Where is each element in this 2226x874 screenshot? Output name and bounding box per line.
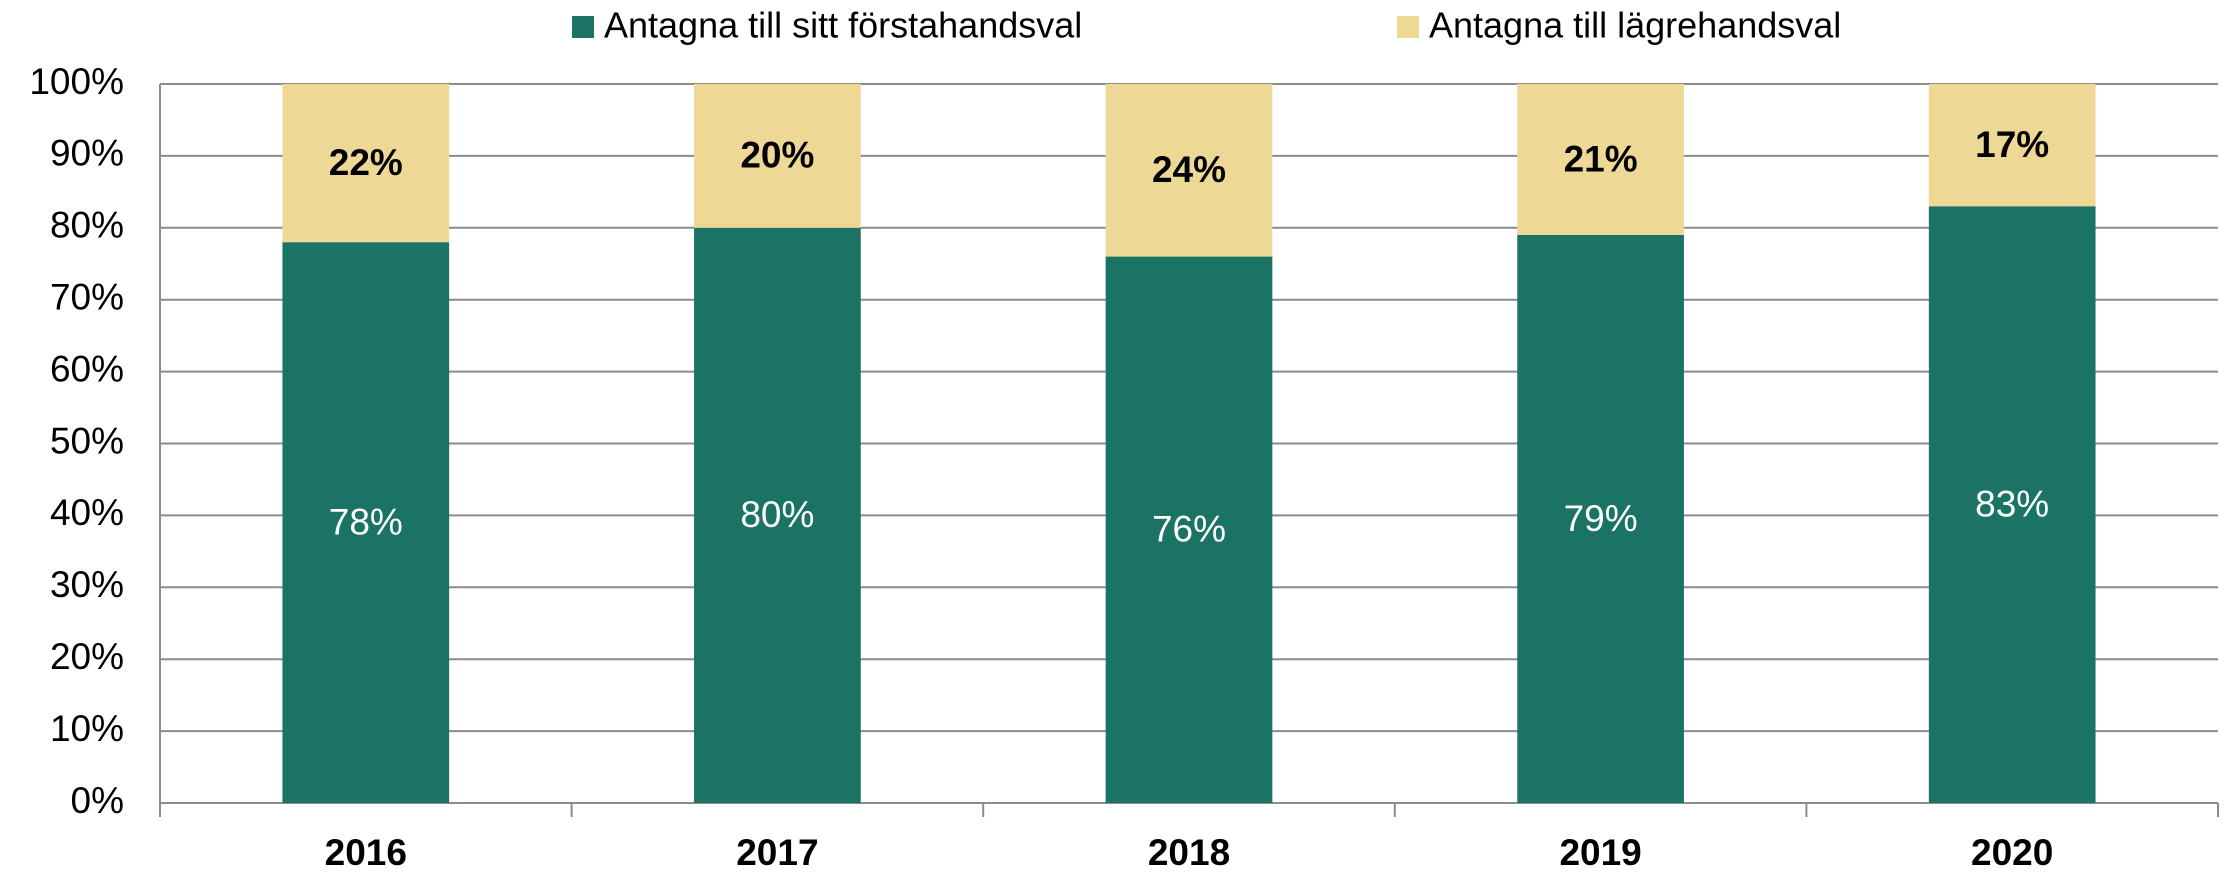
x-tick-label: 2017 bbox=[736, 832, 818, 873]
data-label: 17% bbox=[1975, 124, 2049, 165]
bar-segment bbox=[694, 227, 861, 804]
data-label: 20% bbox=[740, 135, 814, 176]
bar-segment bbox=[282, 84, 450, 243]
bar-segment bbox=[282, 242, 450, 803]
bar-segment bbox=[1105, 256, 1273, 803]
y-tick-label: 80% bbox=[50, 205, 124, 246]
bar-segment bbox=[1928, 206, 2096, 804]
x-tick-label: 2016 bbox=[325, 832, 407, 873]
data-label: 79% bbox=[1564, 498, 1638, 539]
y-tick-label: 10% bbox=[50, 708, 124, 749]
x-tick-label: 2020 bbox=[1971, 832, 2053, 873]
y-tick-label: 30% bbox=[50, 564, 124, 605]
bar-segment bbox=[1517, 84, 1684, 235]
x-tick-label: 2018 bbox=[1148, 832, 1230, 873]
legend-marker bbox=[1397, 16, 1419, 38]
y-tick-label: 40% bbox=[50, 492, 124, 533]
y-tick-label: 20% bbox=[50, 636, 124, 677]
data-label: 83% bbox=[1975, 483, 2049, 524]
y-tick-label: 50% bbox=[50, 420, 124, 461]
data-label: 78% bbox=[329, 501, 403, 542]
legend-label: Antagna till sitt förstahandsval bbox=[604, 5, 1082, 46]
y-tick-label: 0% bbox=[71, 780, 124, 821]
legend-marker bbox=[572, 16, 594, 38]
y-tick-label: 90% bbox=[50, 133, 124, 174]
data-label: 80% bbox=[740, 494, 814, 535]
data-label: 22% bbox=[329, 142, 403, 183]
bar-segment bbox=[1517, 234, 1684, 804]
data-label: 21% bbox=[1564, 138, 1638, 179]
y-tick-label: 100% bbox=[29, 61, 124, 102]
bar-segment bbox=[1928, 84, 2096, 207]
bar-segment bbox=[694, 84, 861, 228]
legend-label: Antagna till lägrehandsval bbox=[1429, 5, 1841, 46]
data-label: 24% bbox=[1152, 149, 1226, 190]
y-tick-label: 60% bbox=[50, 348, 124, 389]
bar-segment bbox=[1105, 84, 1273, 257]
data-label: 76% bbox=[1152, 509, 1226, 550]
x-tick-label: 2019 bbox=[1559, 832, 1641, 873]
y-tick-label: 70% bbox=[50, 276, 124, 317]
